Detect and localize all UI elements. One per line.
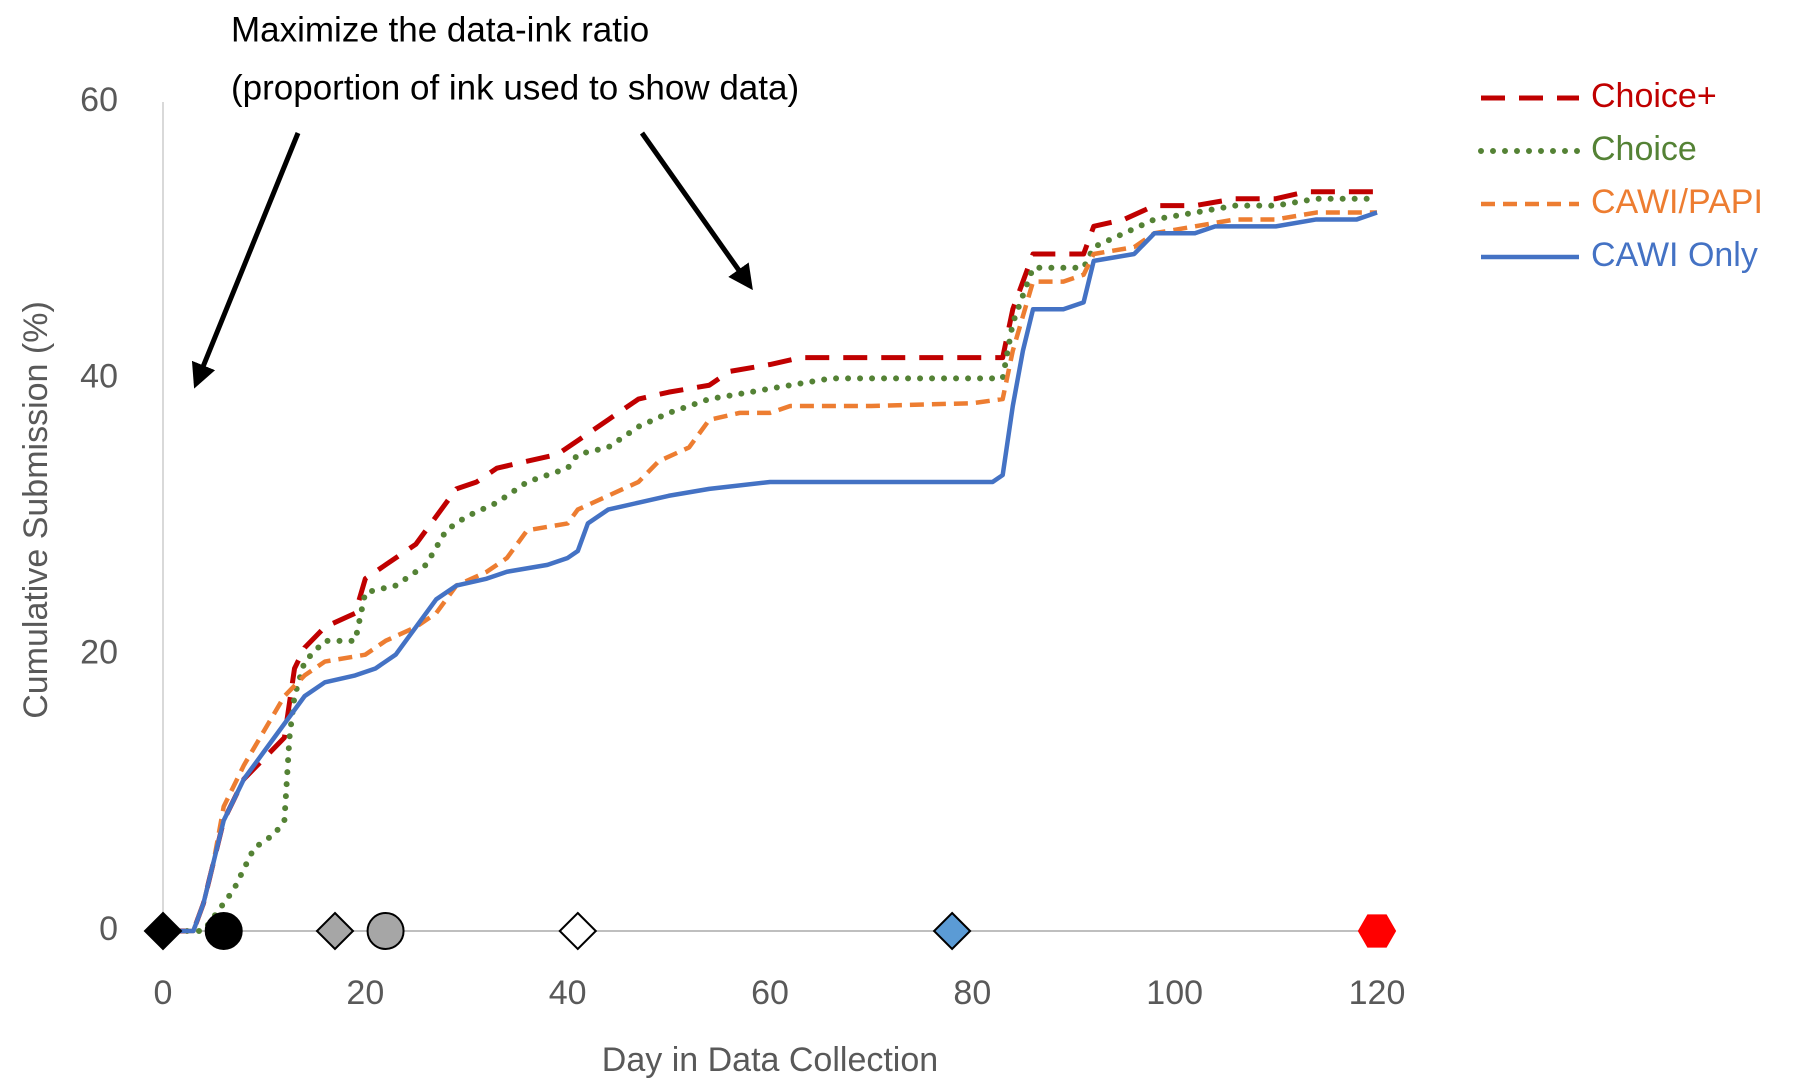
x-tick-label: 80 bbox=[953, 974, 991, 1012]
x-axis-title: Day in Data Collection bbox=[602, 1041, 938, 1079]
y-tick-label: 20 bbox=[80, 634, 118, 672]
y-tick-label: 60 bbox=[80, 81, 118, 119]
y-axis-title: Cumulative Submission (%) bbox=[17, 301, 55, 719]
x-tick-label: 0 bbox=[154, 974, 173, 1012]
series-line bbox=[163, 210, 1378, 934]
series-line bbox=[163, 189, 1377, 934]
annotation: (proportion of ink used to show data) bbox=[231, 68, 799, 107]
y-tick-label: 0 bbox=[99, 910, 118, 948]
annotation: Maximize the data-ink ratio bbox=[231, 10, 649, 49]
event-marker bbox=[204, 912, 243, 950]
legend-label: CAWI Only bbox=[1591, 236, 1758, 274]
legend-label: Choice bbox=[1591, 130, 1697, 168]
x-tick-label: 20 bbox=[346, 974, 384, 1012]
x-tick-label: 40 bbox=[549, 974, 587, 1012]
event-marker bbox=[932, 911, 972, 951]
arrow bbox=[191, 132, 301, 389]
event-marker bbox=[315, 911, 355, 951]
event-marker bbox=[1357, 914, 1397, 948]
legend-label: Choice+ bbox=[1591, 77, 1717, 115]
x-tick-label: 100 bbox=[1146, 974, 1203, 1012]
event-marker bbox=[366, 912, 405, 950]
x-tick-label: 60 bbox=[751, 974, 789, 1012]
legend-label: CAWI/PAPI bbox=[1591, 183, 1763, 221]
arrow bbox=[639, 131, 753, 291]
event-marker bbox=[143, 911, 183, 951]
x-tick-label: 120 bbox=[1349, 974, 1406, 1012]
series-line bbox=[163, 210, 1377, 934]
y-tick-label: 40 bbox=[80, 357, 118, 395]
series-line bbox=[160, 195, 1380, 934]
event-marker bbox=[558, 911, 598, 951]
